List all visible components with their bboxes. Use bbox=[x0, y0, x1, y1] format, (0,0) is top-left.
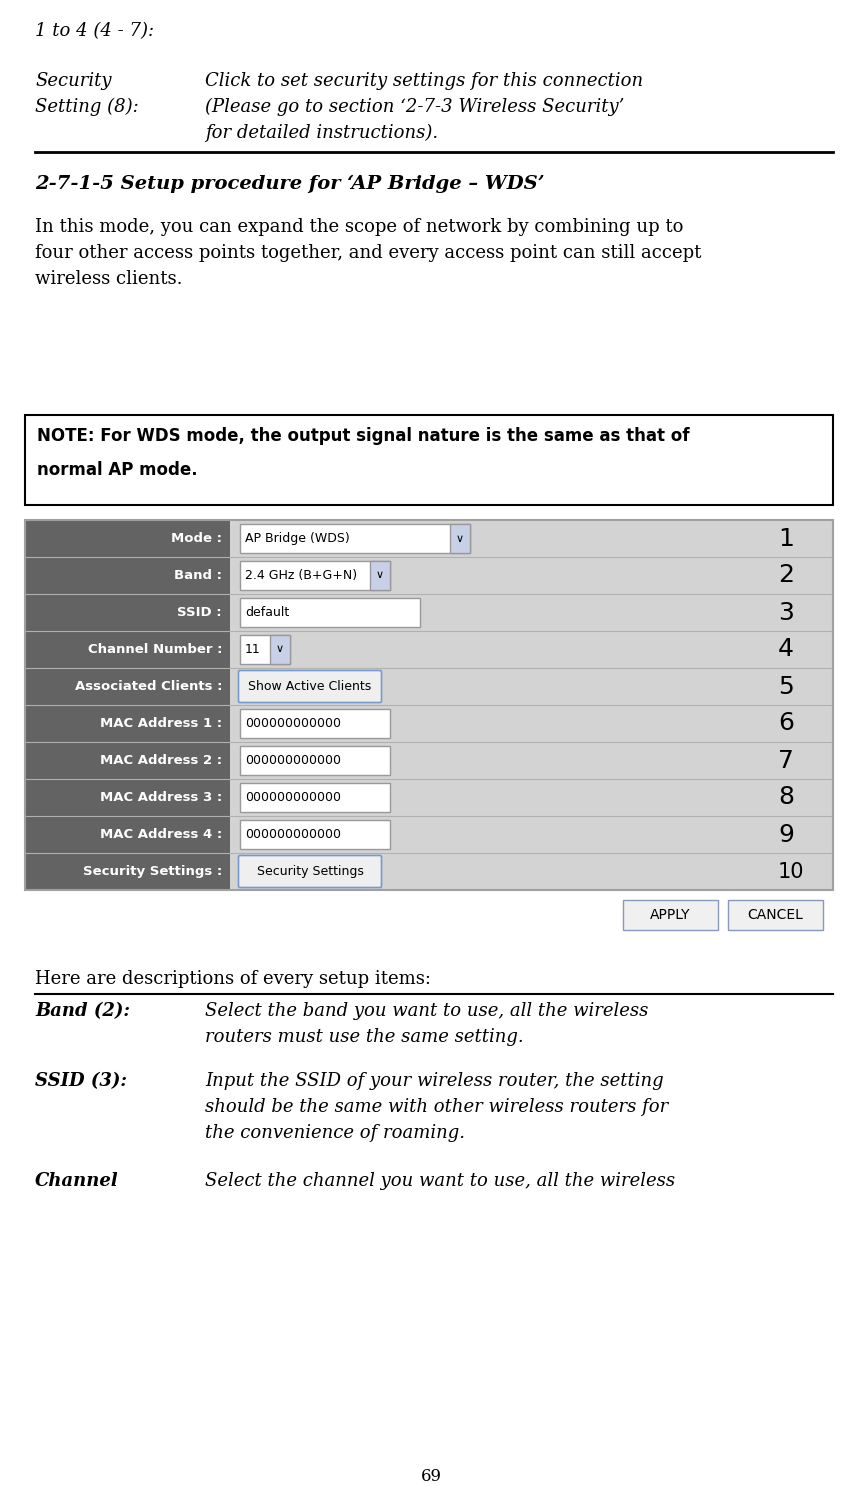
Text: 2: 2 bbox=[778, 563, 794, 587]
Bar bbox=[270, 635, 290, 664]
Text: 11: 11 bbox=[245, 643, 261, 655]
Text: 69: 69 bbox=[420, 1468, 442, 1485]
Text: 000000000000: 000000000000 bbox=[245, 753, 341, 767]
Bar bbox=[240, 635, 290, 664]
Bar bbox=[240, 562, 390, 590]
Text: 000000000000: 000000000000 bbox=[245, 718, 341, 730]
Text: SSID (3):: SSID (3): bbox=[35, 1071, 127, 1091]
Bar bbox=[25, 704, 230, 742]
Text: Select the channel you want to use, all the wireless: Select the channel you want to use, all … bbox=[205, 1172, 675, 1190]
Bar bbox=[25, 779, 230, 816]
Text: Security: Security bbox=[35, 71, 111, 91]
Bar bbox=[25, 632, 230, 669]
Text: NOTE: For WDS mode, the output signal nature is the same as that of: NOTE: For WDS mode, the output signal na… bbox=[37, 426, 690, 444]
Text: APPLY: APPLY bbox=[650, 908, 690, 921]
Text: ∨: ∨ bbox=[456, 533, 464, 544]
Text: four other access points together, and every access point can still accept: four other access points together, and e… bbox=[35, 244, 702, 262]
Text: Associated Clients :: Associated Clients : bbox=[74, 681, 222, 692]
Text: (Please go to section ‘2-7-3 Wireless Security’: (Please go to section ‘2-7-3 Wireless Se… bbox=[205, 98, 624, 116]
Text: AP Bridge (WDS): AP Bridge (WDS) bbox=[245, 532, 350, 545]
Bar bbox=[25, 557, 230, 594]
Text: In this mode, you can expand the scope of network by combining up to: In this mode, you can expand the scope o… bbox=[35, 218, 683, 236]
Text: Channel: Channel bbox=[35, 1172, 119, 1190]
Text: Setting (8):: Setting (8): bbox=[35, 98, 139, 116]
Text: MAC Address 1 :: MAC Address 1 : bbox=[100, 718, 222, 730]
Text: 9: 9 bbox=[778, 822, 794, 847]
Bar bbox=[370, 562, 390, 590]
Text: 10: 10 bbox=[778, 862, 804, 881]
Text: Input the SSID of your wireless router, the setting: Input the SSID of your wireless router, … bbox=[205, 1071, 664, 1091]
Text: 6: 6 bbox=[778, 712, 794, 736]
Text: normal AP mode.: normal AP mode. bbox=[37, 461, 198, 478]
Text: 000000000000: 000000000000 bbox=[245, 791, 341, 804]
Bar bbox=[240, 597, 420, 627]
Text: 000000000000: 000000000000 bbox=[245, 828, 341, 841]
Bar bbox=[25, 520, 833, 890]
Bar bbox=[25, 742, 230, 779]
Text: MAC Address 4 :: MAC Address 4 : bbox=[100, 828, 222, 841]
Text: 8: 8 bbox=[778, 786, 794, 810]
Text: Band :: Band : bbox=[174, 569, 222, 583]
Text: CANCEL: CANCEL bbox=[747, 908, 803, 921]
Text: 2.4 GHz (B+G+N): 2.4 GHz (B+G+N) bbox=[245, 569, 357, 583]
Text: Mode :: Mode : bbox=[171, 532, 222, 545]
Text: Security Settings :: Security Settings : bbox=[83, 865, 222, 878]
Text: 1 to 4 (4 - 7):: 1 to 4 (4 - 7): bbox=[35, 22, 154, 40]
Text: wireless clients.: wireless clients. bbox=[35, 270, 182, 288]
Text: 3: 3 bbox=[778, 600, 794, 624]
Bar bbox=[240, 820, 390, 849]
Text: ∨: ∨ bbox=[376, 571, 384, 581]
Text: ∨: ∨ bbox=[276, 645, 284, 654]
Text: 1: 1 bbox=[778, 526, 794, 550]
Text: the convenience of roaming.: the convenience of roaming. bbox=[205, 1123, 465, 1143]
Bar bbox=[25, 520, 833, 890]
Text: Security Settings: Security Settings bbox=[256, 865, 363, 878]
FancyBboxPatch shape bbox=[238, 670, 381, 703]
Bar bbox=[25, 816, 230, 853]
FancyBboxPatch shape bbox=[238, 856, 381, 887]
Text: 7: 7 bbox=[778, 749, 794, 773]
Bar bbox=[450, 525, 470, 553]
Text: Select the band you want to use, all the wireless: Select the band you want to use, all the… bbox=[205, 1002, 648, 1019]
Bar bbox=[240, 709, 390, 739]
Bar bbox=[25, 520, 230, 557]
Bar bbox=[240, 746, 390, 776]
Bar bbox=[728, 901, 823, 930]
Bar bbox=[25, 669, 230, 704]
Bar bbox=[623, 901, 718, 930]
Text: Show Active Clients: Show Active Clients bbox=[249, 681, 372, 692]
Text: 4: 4 bbox=[778, 637, 794, 661]
Bar bbox=[25, 594, 230, 632]
Text: Channel Number :: Channel Number : bbox=[87, 643, 222, 655]
Bar bbox=[240, 525, 470, 553]
Text: Here are descriptions of every setup items:: Here are descriptions of every setup ite… bbox=[35, 970, 431, 988]
Text: 5: 5 bbox=[778, 675, 794, 698]
Bar bbox=[25, 415, 833, 505]
Text: should be the same with other wireless routers for: should be the same with other wireless r… bbox=[205, 1098, 668, 1116]
Text: MAC Address 2 :: MAC Address 2 : bbox=[100, 753, 222, 767]
Text: MAC Address 3 :: MAC Address 3 : bbox=[100, 791, 222, 804]
Text: Click to set security settings for this connection: Click to set security settings for this … bbox=[205, 71, 643, 91]
Bar bbox=[240, 783, 390, 811]
Text: default: default bbox=[245, 606, 289, 620]
Text: SSID :: SSID : bbox=[178, 606, 222, 620]
Bar bbox=[25, 853, 230, 890]
Text: Band (2):: Band (2): bbox=[35, 1002, 130, 1019]
Text: routers must use the same setting.: routers must use the same setting. bbox=[205, 1028, 524, 1046]
Text: 2-7-1-5 Setup procedure for ‘AP Bridge – WDS’: 2-7-1-5 Setup procedure for ‘AP Bridge –… bbox=[35, 175, 545, 193]
Text: for detailed instructions).: for detailed instructions). bbox=[205, 123, 438, 143]
